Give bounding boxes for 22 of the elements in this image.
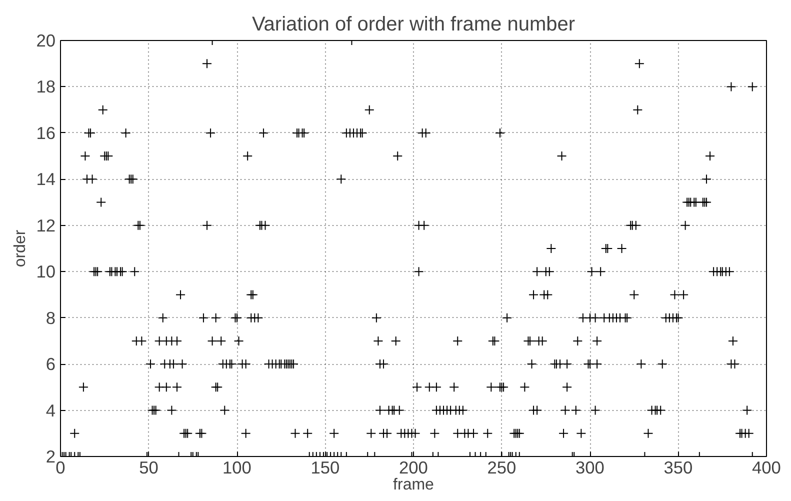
y-tick-label: 10 (36, 262, 56, 282)
y-tick-label: 2 (46, 446, 56, 466)
x-axis-title: frame (393, 476, 434, 494)
x-tick-label: 150 (310, 458, 340, 478)
y-tick-label: 18 (36, 76, 56, 97)
chart-title: Variation of order with frame number (252, 14, 576, 36)
y-tick-label: 20 (36, 30, 56, 50)
y-tick-label: 12 (36, 215, 56, 236)
y-tick-label: 6 (46, 354, 56, 374)
x-tick-label: 0 (56, 458, 66, 478)
x-tick-label: 400 (752, 458, 781, 478)
x-tick-label: 300 (576, 458, 604, 478)
y-tick-label: 14 (36, 169, 56, 190)
x-tick-label: 350 (664, 458, 693, 478)
y-axis-title: order (12, 229, 30, 268)
y-tick-label: 16 (36, 122, 56, 143)
x-tick-label: 250 (487, 458, 516, 478)
x-tick-label: 50 (139, 458, 158, 478)
y-tick-label: 4 (46, 400, 56, 420)
y-tick-label: 8 (46, 308, 56, 328)
x-tick-label: 200 (399, 458, 428, 478)
x-tick-label: 100 (222, 458, 252, 478)
